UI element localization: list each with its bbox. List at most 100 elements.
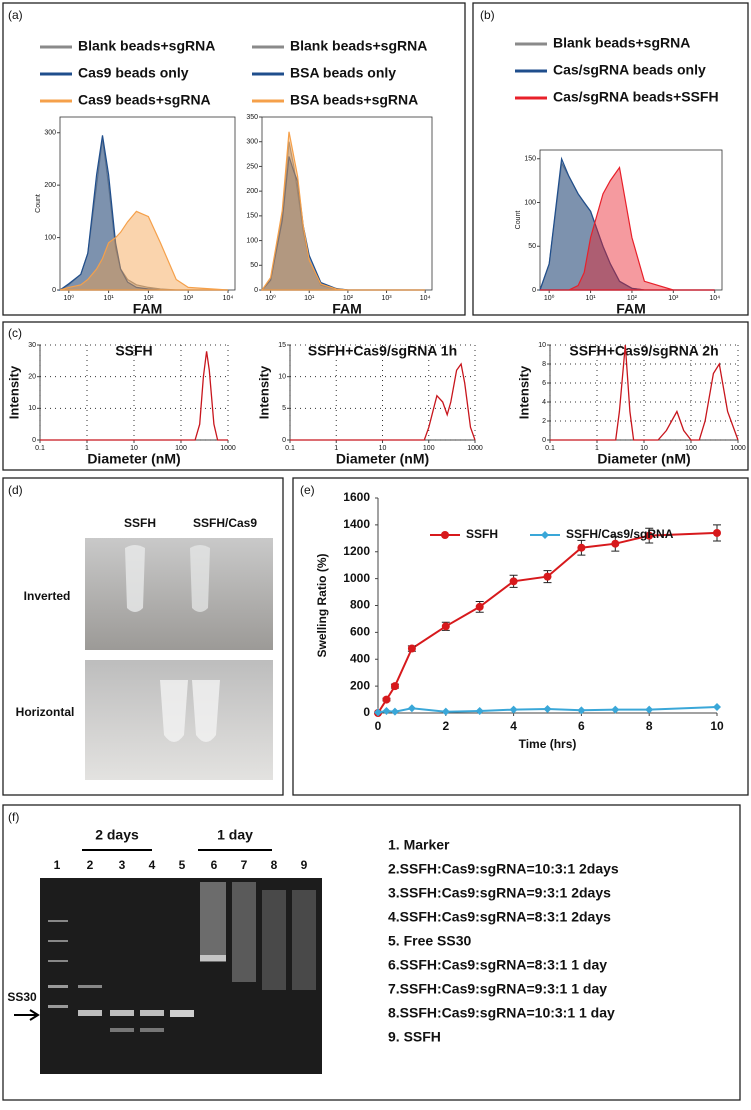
x-tick-label: 8 [646, 719, 653, 733]
point [407, 644, 416, 653]
tube [160, 680, 188, 742]
y-tick-label: 350 [246, 114, 258, 121]
y-tick-label: 30 [28, 342, 36, 349]
y-tick-label: 0 [532, 287, 536, 294]
x-tick-label: 10¹ [104, 295, 115, 302]
x-tick-label: 1000 [730, 445, 746, 452]
lane-label: 7 [241, 858, 248, 872]
panel-label: (c) [8, 326, 22, 340]
y-tick-label: 0 [363, 705, 370, 719]
y-axis-title: Intensity [6, 365, 21, 419]
y-tick-label: 10 [538, 342, 546, 349]
legend-item: 4.SSFH:Cas9:sgRNA=8:3:1 2days [388, 909, 611, 925]
legend-item: 9. SSFH [388, 1029, 441, 1045]
y-tick-label: 0 [52, 287, 56, 294]
x-tick-label: 10¹ [304, 295, 315, 302]
y-tick-label: 100 [524, 199, 536, 206]
line [290, 362, 476, 441]
x-tick-label: 10⁰ [265, 294, 276, 302]
tube [192, 680, 220, 742]
band-label: SS30 [7, 990, 37, 1004]
histogram-area [59, 210, 229, 291]
y-tick-label: 100 [44, 234, 56, 241]
x-axis-title: Diameter (nM) [597, 451, 690, 467]
panel-label: (f) [8, 810, 19, 824]
legend-label: SSFH [466, 527, 498, 541]
x-tick-label: 10⁴ [709, 295, 720, 302]
x-tick-label: 100 [175, 445, 187, 452]
x-tick-label: 1 [85, 445, 89, 452]
point [382, 695, 391, 704]
point [713, 528, 721, 537]
x-tick-label: 1 [595, 445, 599, 452]
tube [190, 545, 210, 612]
legend-label: Cas9 beads+sgRNA [78, 92, 211, 108]
y-tick-label: 2 [542, 418, 546, 425]
x-tick-label: 10⁰ [544, 294, 555, 302]
y-tick-label: 200 [350, 678, 370, 692]
point [577, 706, 586, 715]
point [382, 706, 391, 715]
x-axis-title: FAM [133, 301, 163, 317]
x-tick-label: 100 [685, 445, 697, 452]
point [475, 706, 484, 715]
y-tick-label: 1600 [343, 490, 370, 504]
y-tick-label: 300 [246, 139, 258, 146]
point [407, 704, 416, 713]
x-tick-label: 10² [627, 295, 638, 302]
line [40, 351, 228, 441]
x-tick-label: 10³ [381, 295, 392, 302]
x-tick-label: 10 [379, 445, 387, 452]
point [577, 543, 586, 552]
y-tick-label: 4 [542, 399, 546, 406]
panel-frame [2, 477, 284, 796]
group-label: 2 days [95, 827, 139, 843]
y-tick-label: 400 [350, 651, 370, 665]
y-tick-label: 150 [524, 156, 536, 163]
lane-label: 5 [179, 858, 186, 872]
legend-item: 6.SSFH:Cas9:sgRNA=8:3:1 1 day [388, 957, 607, 973]
point [645, 705, 654, 714]
x-tick-label: 4 [510, 719, 517, 733]
lane-label: 3 [119, 858, 126, 872]
x-tick-label: 6 [578, 719, 585, 733]
point [611, 705, 620, 714]
x-tick-label: 1 [334, 445, 338, 452]
panel-frame [2, 804, 741, 1101]
arrow [14, 1009, 40, 1021]
panel-frame [2, 2, 466, 316]
legend-label: Blank beads+sgRNA [290, 38, 427, 54]
lane-label: 4 [149, 858, 156, 872]
row-label: Horizontal [16, 705, 75, 719]
legend-label: BSA beads+sgRNA [290, 92, 418, 108]
y-tick-label: 600 [350, 625, 370, 639]
y-tick-label: 10 [278, 374, 286, 381]
y-axis-title: Intensity [516, 365, 531, 419]
lane-label: 9 [301, 858, 308, 872]
y-tick-label: 1200 [343, 544, 370, 558]
legend-item: 8.SSFH:Cas9:sgRNA=10:3:1 1 day [388, 1005, 615, 1021]
gel-bands [48, 882, 316, 1032]
point [543, 572, 552, 581]
panel-frame [2, 321, 749, 471]
panel-label: (d) [8, 483, 23, 497]
x-tick-label: 10 [640, 445, 648, 452]
chart-title: SSFH [115, 343, 152, 359]
x-axis-title: FAM [616, 301, 646, 317]
x-tick-label: 10² [143, 295, 154, 302]
row-label: Inverted [24, 589, 71, 603]
legend-item: 3.SSFH:Cas9:sgRNA=9:3:1 2days [388, 885, 611, 901]
x-axis-title: Diameter (nM) [336, 451, 429, 467]
legend-item: 5. Free SS30 [388, 933, 471, 949]
x-tick-label: 0.1 [285, 445, 295, 452]
y-tick-label: 800 [350, 598, 370, 612]
x-tick-label: 10¹ [586, 295, 597, 302]
tube [125, 545, 145, 612]
x-tick-label: 10⁴ [223, 295, 234, 302]
x-axis-title: Time (hrs) [519, 737, 577, 751]
point [390, 707, 399, 716]
legend-item: 1. Marker [388, 837, 450, 853]
column-label: SSFH/Cas9 [193, 516, 257, 530]
y-tick-label: 0 [254, 287, 258, 294]
